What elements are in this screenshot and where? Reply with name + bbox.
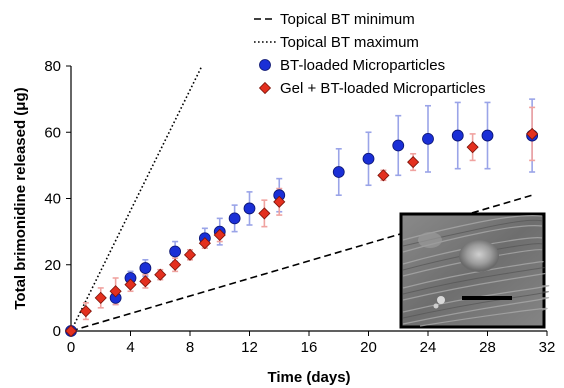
- data-point-diamond: [79, 305, 92, 318]
- data-point-diamond: [94, 291, 107, 304]
- data-point-diamond: [109, 285, 122, 298]
- data-point-circle: [392, 139, 405, 152]
- data-point-circle: [362, 152, 375, 165]
- data-point-circle: [332, 166, 345, 178]
- x-tick-label: 20: [360, 339, 377, 356]
- x-tick-label: 16: [301, 339, 318, 356]
- data-point-diamond: [64, 324, 78, 338]
- legend-label: BT-loaded Microparticles: [280, 57, 445, 74]
- legend-circle-marker: [259, 59, 271, 71]
- sem-feature: [418, 232, 442, 248]
- y-tick-label: 0: [53, 323, 61, 340]
- y-axis-title: Total brimonidine released (μg): [12, 87, 29, 309]
- legend-diamond-marker: [258, 81, 272, 95]
- sem-speck: [437, 296, 445, 304]
- reference-line: [70, 65, 203, 332]
- data-point-circle: [422, 132, 434, 145]
- sem-speck: [433, 303, 439, 309]
- x-tick-label: 4: [126, 339, 134, 356]
- data-point-circle: [139, 262, 152, 274]
- data-point-circle: [243, 202, 256, 215]
- data-point-diamond: [154, 268, 167, 281]
- data-point-diamond: [139, 275, 152, 288]
- y-tick-label: 60: [44, 124, 61, 141]
- x-tick-label: 0: [67, 339, 75, 356]
- legend-label: Topical BT maximum: [280, 34, 419, 51]
- data-point-diamond: [273, 195, 286, 208]
- x-tick-label: 28: [479, 339, 496, 356]
- legend-label: Gel + BT-loaded Microparticles: [280, 80, 486, 97]
- data-point-circle: [451, 129, 464, 142]
- data-point-circle: [228, 212, 241, 225]
- data-point-circle: [169, 245, 182, 258]
- data-point-diamond: [258, 207, 271, 220]
- legend: Topical BT minimum Topical BT maximum BT-l…: [254, 11, 486, 97]
- y-tick-label: 40: [44, 191, 61, 208]
- data-point-diamond: [183, 248, 197, 261]
- data-point-diamond: [213, 228, 226, 242]
- x-tick-label: 8: [186, 339, 194, 356]
- data-point-diamond: [377, 169, 390, 182]
- data-point-diamond: [124, 278, 137, 291]
- data-point-circle: [481, 129, 494, 142]
- y-tick-label: 80: [44, 58, 61, 75]
- data-point-diamond: [407, 155, 420, 169]
- legend-label: Topical BT minimum: [280, 11, 415, 28]
- data-point-diamond: [169, 258, 182, 271]
- y-tick-label: 20: [44, 257, 61, 274]
- sem-micrograph-inset: [399, 212, 550, 329]
- data-point-diamond: [526, 127, 539, 140]
- data-point-diamond: [466, 141, 479, 154]
- x-tick-label: 12: [241, 339, 258, 356]
- x-tick-label: 24: [420, 339, 437, 356]
- sem-particle: [459, 240, 499, 272]
- data-point-diamond: [198, 237, 211, 250]
- x-tick-label: 32: [539, 339, 556, 356]
- x-axis-title: Time (days): [267, 369, 350, 386]
